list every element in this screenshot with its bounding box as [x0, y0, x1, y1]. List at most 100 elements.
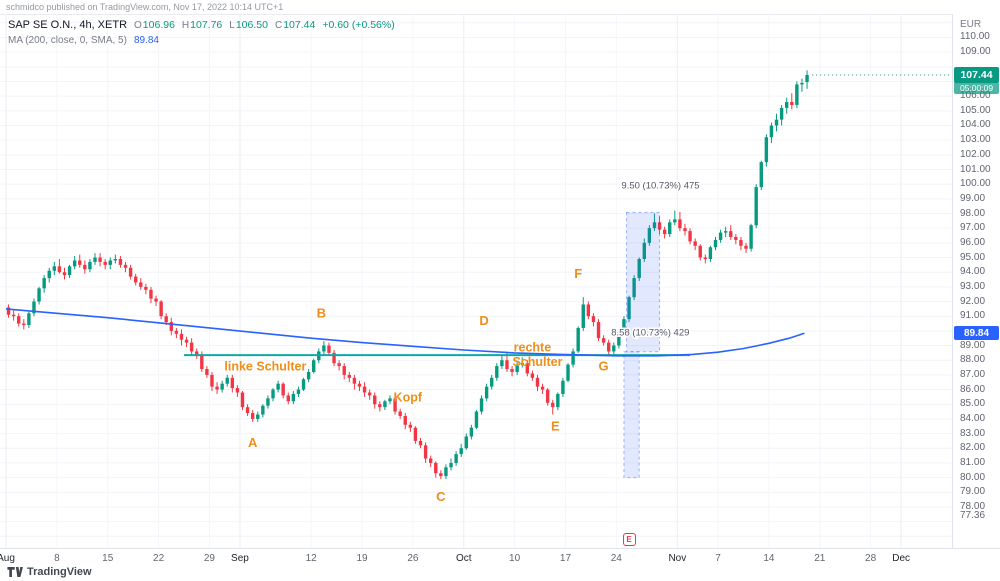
candlestick-chart[interactable]: 9.50 (10.73%) 475 8.58 (10.73%) 429 linke … — [0, 14, 952, 548]
candle-up — [220, 383, 224, 390]
candle-down — [62, 272, 67, 276]
ohlc-c-label: C — [274, 20, 283, 31]
price-axis-label: 104.00 — [960, 119, 991, 131]
time-axis-label: 21 — [814, 553, 826, 564]
candle-down — [362, 386, 367, 393]
candle-up — [67, 266, 72, 276]
candle-up — [581, 304, 585, 328]
candle-down — [378, 404, 382, 408]
time-axis-label: 24 — [610, 553, 622, 564]
candle-down — [174, 330, 179, 334]
candle-down — [250, 413, 255, 419]
candle-up — [256, 414, 260, 419]
candle-down — [688, 231, 692, 242]
chart-plot-area[interactable]: 9.50 (10.73%) 475 8.58 (10.73%) 429 linke … — [0, 14, 952, 548]
candle-down — [22, 323, 26, 326]
candle-up — [72, 260, 77, 267]
price-axis-label: 79.00 — [960, 486, 986, 498]
indicator-row[interactable]: MA (200, close, 0, SMA, 5) 89.84 — [8, 33, 395, 48]
candle-up — [718, 232, 723, 240]
candle-down — [535, 377, 540, 387]
ohlc-l-label: L — [229, 20, 235, 31]
price-axis-label: 97.00 — [960, 222, 986, 234]
price-axis-label: 99.00 — [960, 192, 986, 204]
candle-down — [739, 239, 743, 246]
price-axis-label: 87.00 — [960, 368, 986, 380]
candle-down — [332, 352, 336, 364]
price-axis-label: 81.00 — [960, 456, 986, 468]
candle-down — [6, 307, 11, 315]
symbol-row[interactable]: SAP SE O.N., 4h, XETR O 106.96 H 107.76 … — [8, 18, 395, 33]
candle-down — [510, 369, 514, 372]
candle-up — [27, 313, 31, 326]
candle-down — [662, 229, 667, 235]
time-axis-label: 17 — [559, 553, 572, 564]
candle-down — [591, 316, 596, 323]
price-axis-label: 95.00 — [960, 251, 986, 263]
candle-up — [52, 266, 57, 271]
measurement-label: 9.50 (10.73%) 475 — [621, 181, 699, 192]
price-axis-label: 96.00 — [960, 236, 986, 248]
candle-down — [357, 383, 362, 387]
candle-down — [683, 228, 687, 232]
candle-down — [230, 377, 235, 389]
price-axis-label: 94.00 — [960, 266, 986, 278]
price-axis-label: 91.00 — [960, 310, 986, 322]
earnings-event-marker[interactable]: E — [622, 533, 636, 546]
candle-down — [790, 102, 794, 105]
pattern-annotation: rechte — [514, 340, 552, 354]
candle-up — [800, 82, 804, 85]
price-axis-label: 83.00 — [960, 427, 986, 439]
candle-up — [749, 225, 753, 249]
price-axis-label: 100.00 — [960, 178, 991, 190]
tradingview-logo[interactable]: TradingView — [7, 566, 92, 578]
tradingview-logo-text: TradingView — [27, 566, 92, 578]
ohlc-high: H 107.76 — [182, 18, 222, 33]
candle-down — [439, 473, 443, 477]
time-axis-label: Dec — [892, 553, 911, 564]
candle-up — [474, 411, 479, 428]
candle-up — [449, 462, 453, 468]
price-axis-label: 77.36 — [960, 510, 986, 522]
candle-up — [576, 327, 580, 352]
candle-down — [657, 222, 662, 230]
price-axis-label: 84.00 — [960, 412, 986, 424]
symbol-title[interactable]: SAP SE O.N., 4h, XETR — [8, 19, 128, 31]
time-axis-label: 26 — [407, 553, 419, 564]
candle-up — [312, 360, 316, 372]
candle-down — [200, 354, 204, 370]
footer: TradingView — [0, 566, 1000, 581]
candle-up — [805, 75, 809, 83]
candle-up — [774, 119, 779, 126]
candle-down — [596, 322, 601, 339]
candle-up — [276, 383, 280, 390]
candle-down — [540, 386, 545, 390]
candle-up — [322, 345, 326, 352]
price-axis[interactable]: EUR 110.00 109.00 106.00 105.00 104.00 103.00… — [952, 14, 1000, 548]
price-axis-label: 98.00 — [960, 207, 986, 219]
measurement-box — [623, 351, 640, 479]
price-axis-label: 109.00 — [960, 46, 991, 58]
candle-up — [561, 380, 565, 394]
candle-down — [159, 301, 163, 317]
time-axis[interactable]: Aug 8 15 22 29 Sep 12 19 26 Oct 10 17 24 Nov 7 14 21 28 De… — [0, 548, 1000, 567]
time-axis-label: 29 — [203, 553, 215, 564]
candle-down — [530, 373, 535, 378]
candle-down — [11, 314, 16, 317]
ma-indicator-value: 89.84 — [133, 35, 159, 46]
ohlc-l-value: 106.50 — [235, 19, 268, 31]
ma-indicator-label[interactable]: MA (200, close, 0, SMA, 5) — [8, 35, 127, 46]
candle-up — [652, 222, 657, 229]
time-axis-label: 7 — [715, 553, 721, 564]
candle-down — [729, 231, 733, 237]
time-axis-label: Sep — [231, 553, 249, 564]
time-axis-label: 19 — [356, 553, 368, 564]
candle-up — [479, 398, 484, 412]
candle-down — [545, 389, 550, 403]
candle-up — [723, 231, 728, 233]
publisher-line: schmidco published on TradingView.com, N… — [6, 2, 284, 12]
candle-up — [769, 125, 774, 138]
candle-up — [301, 379, 306, 390]
ohlc-o-label: O — [134, 20, 142, 31]
candle-up — [642, 242, 646, 259]
